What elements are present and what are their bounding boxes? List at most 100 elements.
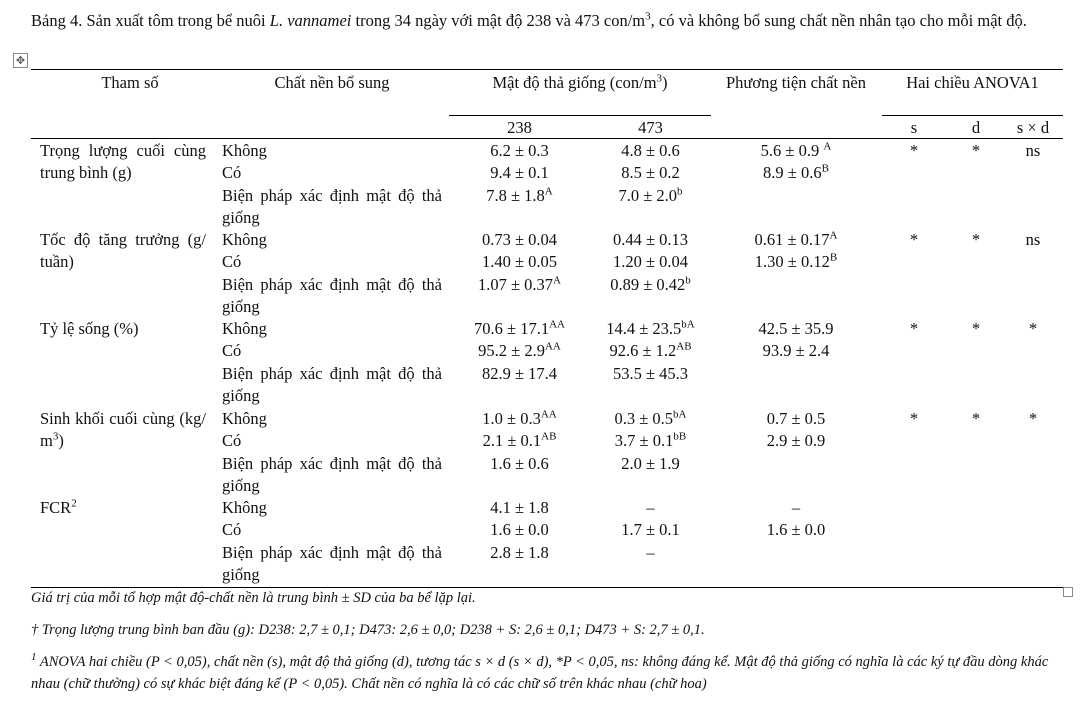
substrate-label: Có <box>222 163 242 183</box>
substrate-mean-text: – <box>791 498 801 517</box>
value-473-text: 0.89 ± 0.42 <box>610 274 686 294</box>
param-label: FCR2 <box>40 497 206 519</box>
value-238: 6.2 ± 0.3 <box>449 140 590 162</box>
value-238: 4.1 ± 1.8 <box>449 497 590 519</box>
value-473-text: 1.7 ± 0.1 <box>621 520 680 540</box>
anova-s: * <box>909 319 919 338</box>
anova-s: * <box>909 230 919 249</box>
value-238-text: 0.73 ± 0.04 <box>481 230 558 249</box>
value-238-text: 1.6 ± 0.6 <box>490 453 549 473</box>
value-238: 0.73 ± 0.04 <box>449 229 590 251</box>
substrate-mean: 8.9 ± 0.6B <box>722 162 870 184</box>
header-density: Mật độ thả giống (con/m3) <box>449 72 711 94</box>
value-473-text: 14.4 ± 23.5 <box>606 319 682 338</box>
footnote-3-text: ANOVA hai chiều (P < 0,05), chất nền (s)… <box>31 654 1049 692</box>
value-473-text: 53.5 ± 45.3 <box>612 363 689 383</box>
header-param: Tham số <box>101 73 159 92</box>
param-label-sup: 2 <box>71 497 77 510</box>
value-473-text: 3.7 ± 0.1 <box>614 431 674 451</box>
substrate-mean-text: 1.30 ± 0.12 <box>754 252 830 272</box>
substrate-mean: 0.61 ± 0.17A <box>722 229 870 251</box>
param-label: Sinh khối cuối cùng (kg/ m3) <box>40 408 206 452</box>
anova-sxd: ns <box>1025 230 1041 249</box>
substrate-mean-text: 93.9 ± 2.4 <box>762 341 830 361</box>
value-238-text: 95.2 ± 2.9 <box>478 341 545 361</box>
param-label-text: Trọng lượng cuối cùng trung bình (g) <box>40 141 206 182</box>
value-238-text: 1.0 ± 0.3 <box>482 409 541 428</box>
substrate-mean-sup: A <box>823 140 832 153</box>
value-473-sup: b <box>685 274 691 287</box>
substrate-label: Không <box>222 498 267 517</box>
header-density-prefix: Mật độ thả giống (con/m <box>492 73 657 92</box>
value-238: 82.9 ± 17.4 <box>449 363 590 385</box>
param-label: Trọng lượng cuối cùng trung bình (g) <box>40 140 206 184</box>
anova-sxd: * <box>1028 409 1038 428</box>
value-473-text: 2.0 ± 1.9 <box>621 453 680 473</box>
substrate-mean: 1.30 ± 0.12B <box>722 251 870 273</box>
header-density-473: 473 <box>638 118 663 137</box>
table-resize-handle[interactable] <box>1063 587 1073 597</box>
footnote-3: 1 ANOVA hai chiều (P < 0,05), chất nền (… <box>31 651 1071 695</box>
substrate-mean: 2.9 ± 0.9 <box>722 430 870 452</box>
param-label-text: Tỷ lệ sống (%) <box>40 319 139 338</box>
substrate-mean-sup: B <box>821 162 829 175</box>
anova-s: * <box>909 141 919 160</box>
header-substrate-mean: Phương tiện chất nền <box>725 73 867 92</box>
value-473: 8.5 ± 0.2 <box>580 162 721 184</box>
substrate-label: Có <box>222 431 242 451</box>
header-anova-s: s <box>910 118 918 137</box>
table-top-rule <box>31 69 1063 70</box>
substrate-label: Có <box>222 520 242 540</box>
value-238-text: 6.2 ± 0.3 <box>490 141 549 160</box>
value-473-sup: bB <box>673 430 687 443</box>
value-238-sup: AA <box>549 318 565 331</box>
caption-species: L. vannamei <box>269 11 352 30</box>
substrate-label: Không <box>222 319 267 338</box>
caption-rest: , có và không bổ sung chất nền nhân tạo … <box>650 11 1027 30</box>
value-238: 2.8 ± 1.8 <box>449 542 590 564</box>
substrate-label: Biện pháp xác định mật độ thả giống <box>222 185 442 227</box>
substrate-mean-text: 5.6 ± 0.9 <box>760 141 824 160</box>
anova-d: * <box>971 319 981 338</box>
value-473-text: 0.44 ± 0.13 <box>612 230 689 249</box>
anova-d: * <box>971 230 981 249</box>
value-238-text: 4.1 ± 1.8 <box>490 498 549 517</box>
value-473: 0.3 ± 0.5bA <box>580 408 721 430</box>
value-238: 1.07 ± 0.37A <box>449 274 590 296</box>
value-238-text: 2.8 ± 1.8 <box>490 542 549 562</box>
value-473: 0.44 ± 0.13 <box>580 229 721 251</box>
value-238-text: 70.6 ± 17.1 <box>474 319 550 338</box>
substrate-mean: 5.6 ± 0.9 A <box>722 140 870 162</box>
param-label-suffix: ) <box>58 431 64 450</box>
value-238-sup: AA <box>540 408 557 421</box>
value-473: 1.20 ± 0.04 <box>580 251 721 273</box>
value-238: 7.8 ± 1.8A <box>449 185 590 207</box>
value-473: 3.7 ± 0.1bB <box>580 430 721 452</box>
substrate-mean: 0.7 ± 0.5 <box>722 408 870 430</box>
header-density-238: 238 <box>507 118 532 137</box>
substrate-label: Biện pháp xác định mật độ thả giống <box>222 274 442 316</box>
param-label-sup: 3 <box>52 430 59 443</box>
footnote-1: Giá trị của mỗi tổ hợp mật độ-chất nền l… <box>31 590 476 606</box>
substrate-mean-sup: B <box>829 251 838 264</box>
anova-d: * <box>971 141 981 160</box>
caption-sup: 3 <box>645 10 651 23</box>
substrate-mean-text: 0.61 ± 0.17 <box>754 230 830 249</box>
value-238: 1.6 ± 0.0 <box>449 519 590 541</box>
anova-subheader-rule <box>882 115 1063 116</box>
table-move-handle-icon[interactable]: ✥ <box>13 53 28 68</box>
substrate-mean: 1.6 ± 0.0 <box>722 519 870 541</box>
anova-sxd: * <box>1028 319 1038 338</box>
value-473-sup: AB <box>676 340 692 353</box>
value-473: 7.0 ± 2.0b <box>580 185 721 207</box>
value-238-sup: AB <box>541 430 557 443</box>
anova-s: * <box>909 409 919 428</box>
value-238-text: 7.8 ± 1.8 <box>486 185 545 205</box>
substrate-mean-text: 8.9 ± 0.6 <box>763 163 822 183</box>
header-substrate: Chất nền bổ sung <box>274 73 390 92</box>
substrate-label: Có <box>222 341 242 361</box>
value-238: 1.40 ± 0.05 <box>449 251 590 273</box>
value-473: 92.6 ± 1.2AB <box>580 340 721 362</box>
substrate-label: Không <box>222 141 267 160</box>
value-473-text: 1.20 ± 0.04 <box>612 252 689 272</box>
